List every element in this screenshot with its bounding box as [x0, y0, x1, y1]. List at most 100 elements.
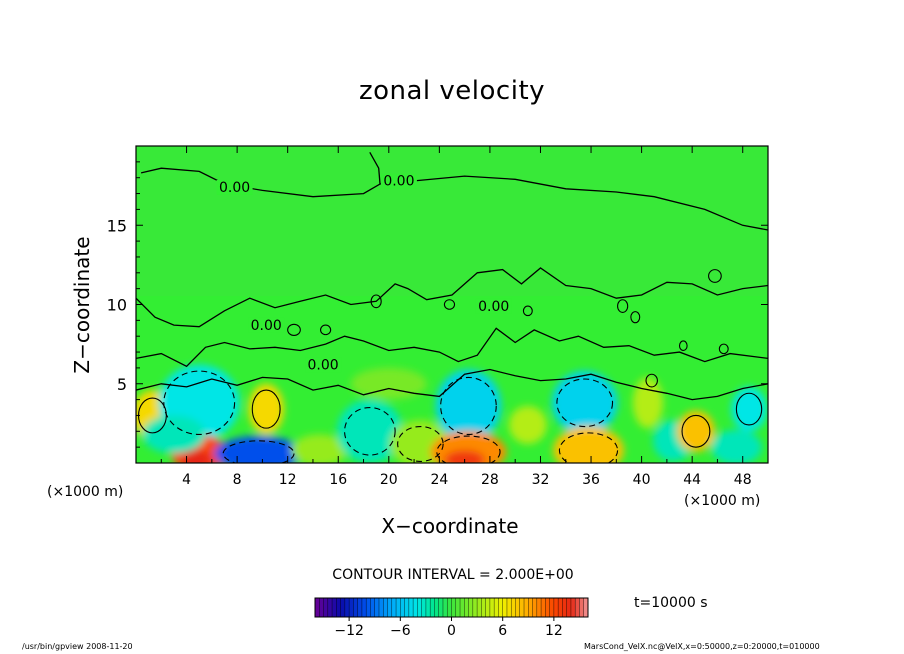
contour-loop: [681, 414, 711, 448]
contour-loop: [436, 435, 501, 463]
colorbar-swatch: [442, 598, 448, 617]
anomaly-blob: [181, 450, 212, 463]
anomaly-blob: [336, 399, 403, 463]
contour-label: 0.00: [251, 318, 282, 334]
x-axis: 4 8 12 16 20 24 28 32 36 40 44 48: [160, 146, 752, 488]
colorbar-swatch: [498, 598, 504, 617]
colorbar-swatch: [515, 598, 521, 617]
colorbar-swatch: [464, 598, 469, 617]
x-tick-label: 20: [380, 472, 398, 488]
colorbar-swatch: [545, 598, 551, 617]
colorbar-swatch: [553, 598, 559, 617]
contour-line: [136, 368, 768, 401]
anomaly-blob: [676, 410, 715, 452]
x-tick-label: 40: [633, 472, 651, 488]
x-axis-label: X−coordinate: [381, 514, 519, 538]
colorbar-swatch: [327, 598, 333, 617]
colorbar-swatch: [438, 598, 444, 617]
colorbar-swatch: [472, 598, 478, 617]
contour-label-backdrop: [475, 298, 512, 314]
x-tick-label: 8: [233, 472, 242, 488]
anomaly-blob: [711, 429, 762, 463]
colorbar-swatch: [344, 598, 350, 617]
colorbar-swatch: [566, 598, 572, 617]
contour-label: 0.00: [219, 180, 250, 196]
x-tick-label: 12: [279, 472, 297, 488]
contour-loop: [344, 406, 396, 456]
colorbar-swatch: [575, 598, 580, 617]
field-anomalies: [136, 364, 767, 463]
anomaly-blob: [551, 371, 618, 435]
contour-label-backdrop: [248, 317, 285, 333]
contour-loop: [370, 294, 382, 309]
anomaly-blob: [142, 415, 206, 454]
colorbar-swatch: [366, 598, 371, 617]
colorbar-swatch: [532, 598, 538, 617]
footer-left: /usr/bin/gpview 2008-11-20: [22, 642, 133, 651]
contour-label: 0.00: [478, 299, 509, 315]
contour-loop: [678, 340, 688, 352]
colorbar-swatch: [558, 598, 563, 617]
x-unit-right: (×1000 m): [684, 493, 761, 509]
colorbar-swatch: [400, 598, 405, 617]
contour-label-backdrop: [305, 357, 342, 373]
colorbar-swatch: [434, 598, 440, 617]
colorbar-swatch: [425, 598, 431, 617]
colorbar-swatch: [374, 598, 380, 617]
colorbar-swatch: [489, 598, 495, 617]
contour-loop: [735, 392, 763, 426]
colorbar-swatch: [421, 598, 427, 617]
contour-loop: [718, 343, 729, 355]
contour-loop: [708, 269, 722, 283]
colorbar-swatch: [481, 598, 487, 617]
contour-loop: [630, 311, 641, 324]
contour-loop: [397, 425, 444, 462]
x-tick-label: 36: [582, 472, 600, 488]
anomaly-blob: [435, 369, 502, 443]
colorbar-swatch: [570, 598, 576, 617]
anomaly-blob: [508, 405, 547, 444]
colorbar-swatch: [361, 598, 367, 617]
colorbar-tick-label: −12: [334, 623, 364, 639]
x-tick-label: 48: [734, 472, 752, 488]
y-tick-label: 10: [107, 296, 127, 315]
anomaly-blob: [291, 434, 348, 463]
colorbar: −12 −6 0 6 12: [314, 597, 589, 639]
anomaly-blob: [444, 450, 485, 463]
colorbar-swatch: [502, 598, 508, 617]
contour-loop: [558, 432, 619, 463]
contour-line: [140, 151, 381, 198]
x-tick-label: 24: [430, 472, 448, 488]
colorbar-swatch: [524, 598, 529, 617]
colorbar-swatch: [408, 598, 414, 617]
colorbar-swatch: [460, 598, 465, 617]
colorbar-swatch: [562, 598, 568, 617]
colorbar-swatch: [541, 598, 546, 617]
contour-label: 0.00: [383, 174, 414, 190]
anomaly-blob: [553, 426, 624, 463]
colorbar-swatch: [451, 598, 457, 617]
colorbar-swatch: [349, 598, 354, 617]
colorbar-swatch: [468, 598, 474, 617]
contour-loop: [319, 324, 332, 336]
colorbar-swatch: [353, 598, 359, 617]
colorbar-swatch: [323, 598, 329, 617]
colorbar-swatch: [404, 598, 410, 617]
colorbar-swatch: [413, 598, 418, 617]
y-axis-label: Z−coordinate: [70, 236, 94, 374]
field-upper-band: [136, 146, 768, 296]
colorbar-swatch: [528, 598, 533, 617]
time-label: t=10000 s: [634, 595, 708, 611]
contour-loop: [556, 378, 614, 428]
anomaly-blob: [632, 377, 664, 429]
y-axis: 5 10 15: [107, 161, 768, 448]
colorbar-swatch: [477, 598, 482, 617]
contour-loop: [443, 299, 456, 310]
colorbar-swatch: [447, 598, 452, 617]
contour-line: [136, 267, 768, 328]
colorbar-swatch: [519, 598, 525, 617]
colorbar-swatch: [391, 598, 397, 617]
colorbar-swatch: [336, 598, 341, 617]
contour-label: 0.00: [307, 357, 338, 373]
colorbar-swatch: [430, 598, 435, 617]
